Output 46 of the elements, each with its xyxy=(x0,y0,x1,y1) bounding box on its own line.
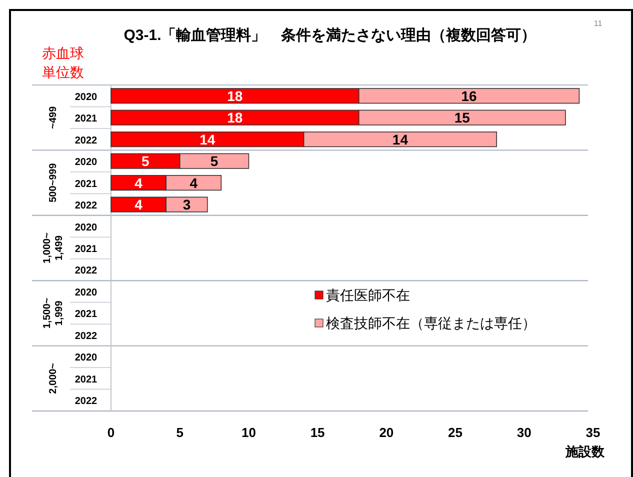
y-tick-label: 2021 xyxy=(74,178,98,190)
data-label: 18 xyxy=(227,88,243,104)
y-tick-label: 2021 xyxy=(74,374,98,386)
x-tick-label: 5 xyxy=(176,425,184,440)
y-tick-label: 2020 xyxy=(74,352,98,364)
x-tick-label: 10 xyxy=(241,425,256,440)
legend-label: 責任医師不在 xyxy=(326,287,410,303)
data-label: 5 xyxy=(210,153,218,170)
data-label: 15 xyxy=(454,110,470,126)
y-tick-label: 2022 xyxy=(74,200,98,212)
legend-label: 検査技師不在（専従または専任） xyxy=(326,315,536,331)
y-tick-label: 2020 xyxy=(74,92,98,103)
data-label: 4 xyxy=(134,196,143,213)
y-tick-label: 2021 xyxy=(74,244,98,255)
data-label: 18 xyxy=(227,110,243,126)
y-tick-label: 2022 xyxy=(74,396,98,408)
data-label: 14 xyxy=(200,131,216,148)
text: 11 xyxy=(594,19,603,28)
x-tick-label: 35 xyxy=(586,425,600,440)
y-tick-label: 2021 xyxy=(74,114,98,125)
x-tick-label: 20 xyxy=(379,425,394,440)
text: 1,500~1,999 xyxy=(42,298,65,329)
data-label: 3 xyxy=(182,196,191,213)
x-axis-title: 施設数 xyxy=(564,444,606,459)
text: 500~999 xyxy=(48,162,59,202)
y-tick-label: 2020 xyxy=(74,287,98,298)
text: 2,000~ xyxy=(48,362,59,394)
text: ~499 xyxy=(48,106,59,129)
data-label: 5 xyxy=(142,153,150,170)
chart-title: Q3-1.「輸血管理料」 条件を満たさない理由（複数回答可） xyxy=(124,27,536,44)
text: 1,000~1,499 xyxy=(42,232,65,264)
data-label: 4 xyxy=(134,174,143,191)
x-tick-label: 15 xyxy=(310,425,325,440)
y-tick-label: 2022 xyxy=(74,330,98,342)
y-tick-label: 2020 xyxy=(74,157,98,168)
data-label: 14 xyxy=(392,131,408,148)
x-tick-label: 0 xyxy=(107,425,115,440)
y-tick-label: 2021 xyxy=(74,309,98,320)
data-label: 4 xyxy=(190,174,198,191)
x-tick-label: 25 xyxy=(448,425,463,440)
y-axis-title: 赤血球単位数 xyxy=(42,45,84,80)
y-tick-label: 2020 xyxy=(74,222,98,234)
y-tick-label: 2022 xyxy=(74,135,98,146)
x-tick-label: 30 xyxy=(516,425,532,440)
y-tick-label: 2022 xyxy=(74,266,98,277)
data-label: 16 xyxy=(461,88,478,104)
